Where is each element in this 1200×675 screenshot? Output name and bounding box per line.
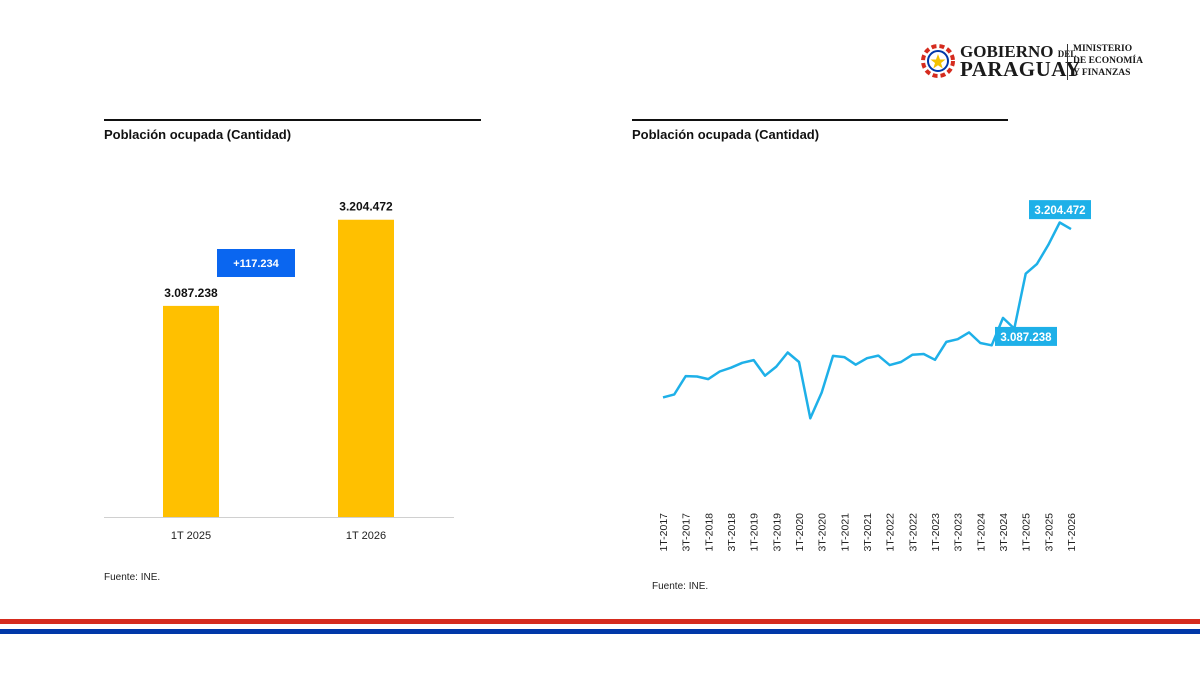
government-logo: GOBIERNO DEL PARAGUAY MINISTERIO DE ECON… <box>918 40 1158 84</box>
x-tick-label: 3T-2022 <box>907 513 919 552</box>
paraguay-seal-icon <box>921 44 955 78</box>
bar-value-label: 3.087.238 <box>164 286 218 300</box>
x-tick-label: 1T-2024 <box>975 513 987 552</box>
left-chart-title: Población ocupada (Cantidad) <box>104 127 292 142</box>
x-tick-label: 3T-2019 <box>771 513 783 552</box>
x-tick-label: 3T-2025 <box>1043 513 1055 552</box>
footer-white-stripe <box>0 624 1200 629</box>
right-chart-title: Población ocupada (Cantidad) <box>632 127 820 142</box>
x-tick-label: 3T-2023 <box>953 513 965 552</box>
right-source-note: Fuente: INE. <box>652 581 709 592</box>
footer-red-stripe <box>0 619 1200 624</box>
line-chart: 1T-2017 3T-2017 1T-2018 3T-2018 1T-2019 3T-20… <box>658 200 1091 552</box>
x-tick-label: 3T-2020 <box>817 513 829 552</box>
x-tick-label: 3T-2021 <box>862 513 874 552</box>
x-tick-label: 1T-2021 <box>839 513 851 552</box>
annotation-box <box>995 326 1057 346</box>
x-tick-label: 1T-2020 <box>794 513 806 552</box>
x-tick-label: 1T-2025 <box>1021 513 1033 552</box>
footer-blue-stripe <box>0 629 1200 634</box>
right-title-rule <box>632 119 1008 121</box>
x-tick-label: 1T-2018 <box>703 513 715 552</box>
x-tick-label: 3T-2024 <box>998 513 1010 552</box>
bar-category-label: 1T 2025 <box>171 530 211 542</box>
annotation-box <box>1029 200 1091 220</box>
logo-divider <box>1067 44 1068 80</box>
bar-2 <box>338 219 394 518</box>
x-tick-label: 3T-2017 <box>681 513 693 552</box>
bar-value-label: 3.204.472 <box>339 200 393 214</box>
logo-paraguay-text: PARAGUAY <box>960 57 1081 81</box>
x-tick-label: 1T-2017 <box>658 513 670 552</box>
ministry-name: MINISTERIO DE ECONOMÍA Y FINANZAS <box>1073 44 1143 78</box>
line-series <box>662 221 1072 420</box>
x-tick-label: 1T-2022 <box>885 513 897 552</box>
difference-badge <box>217 249 295 277</box>
difference-label: +117.234 <box>233 258 279 270</box>
left-source-note: Fuente: INE. <box>104 572 161 583</box>
left-title-rule <box>104 119 481 121</box>
x-tick-label: 1T-2019 <box>749 513 761 552</box>
x-tick-label: 1T-2023 <box>930 513 942 552</box>
bar-chart: 3.087.238 1T 2025 3.204.472 1T 2026 +117.234 <box>104 200 454 542</box>
annotation-label: 3.204.472 <box>1034 205 1085 217</box>
x-tick-label: 1T-2026 <box>1066 513 1078 552</box>
bar-1 <box>163 305 219 517</box>
x-tick-label: 3T-2018 <box>726 513 738 552</box>
bar-category-label: 1T 2026 <box>346 530 386 542</box>
annotation-label: 3.087.238 <box>1000 332 1052 344</box>
